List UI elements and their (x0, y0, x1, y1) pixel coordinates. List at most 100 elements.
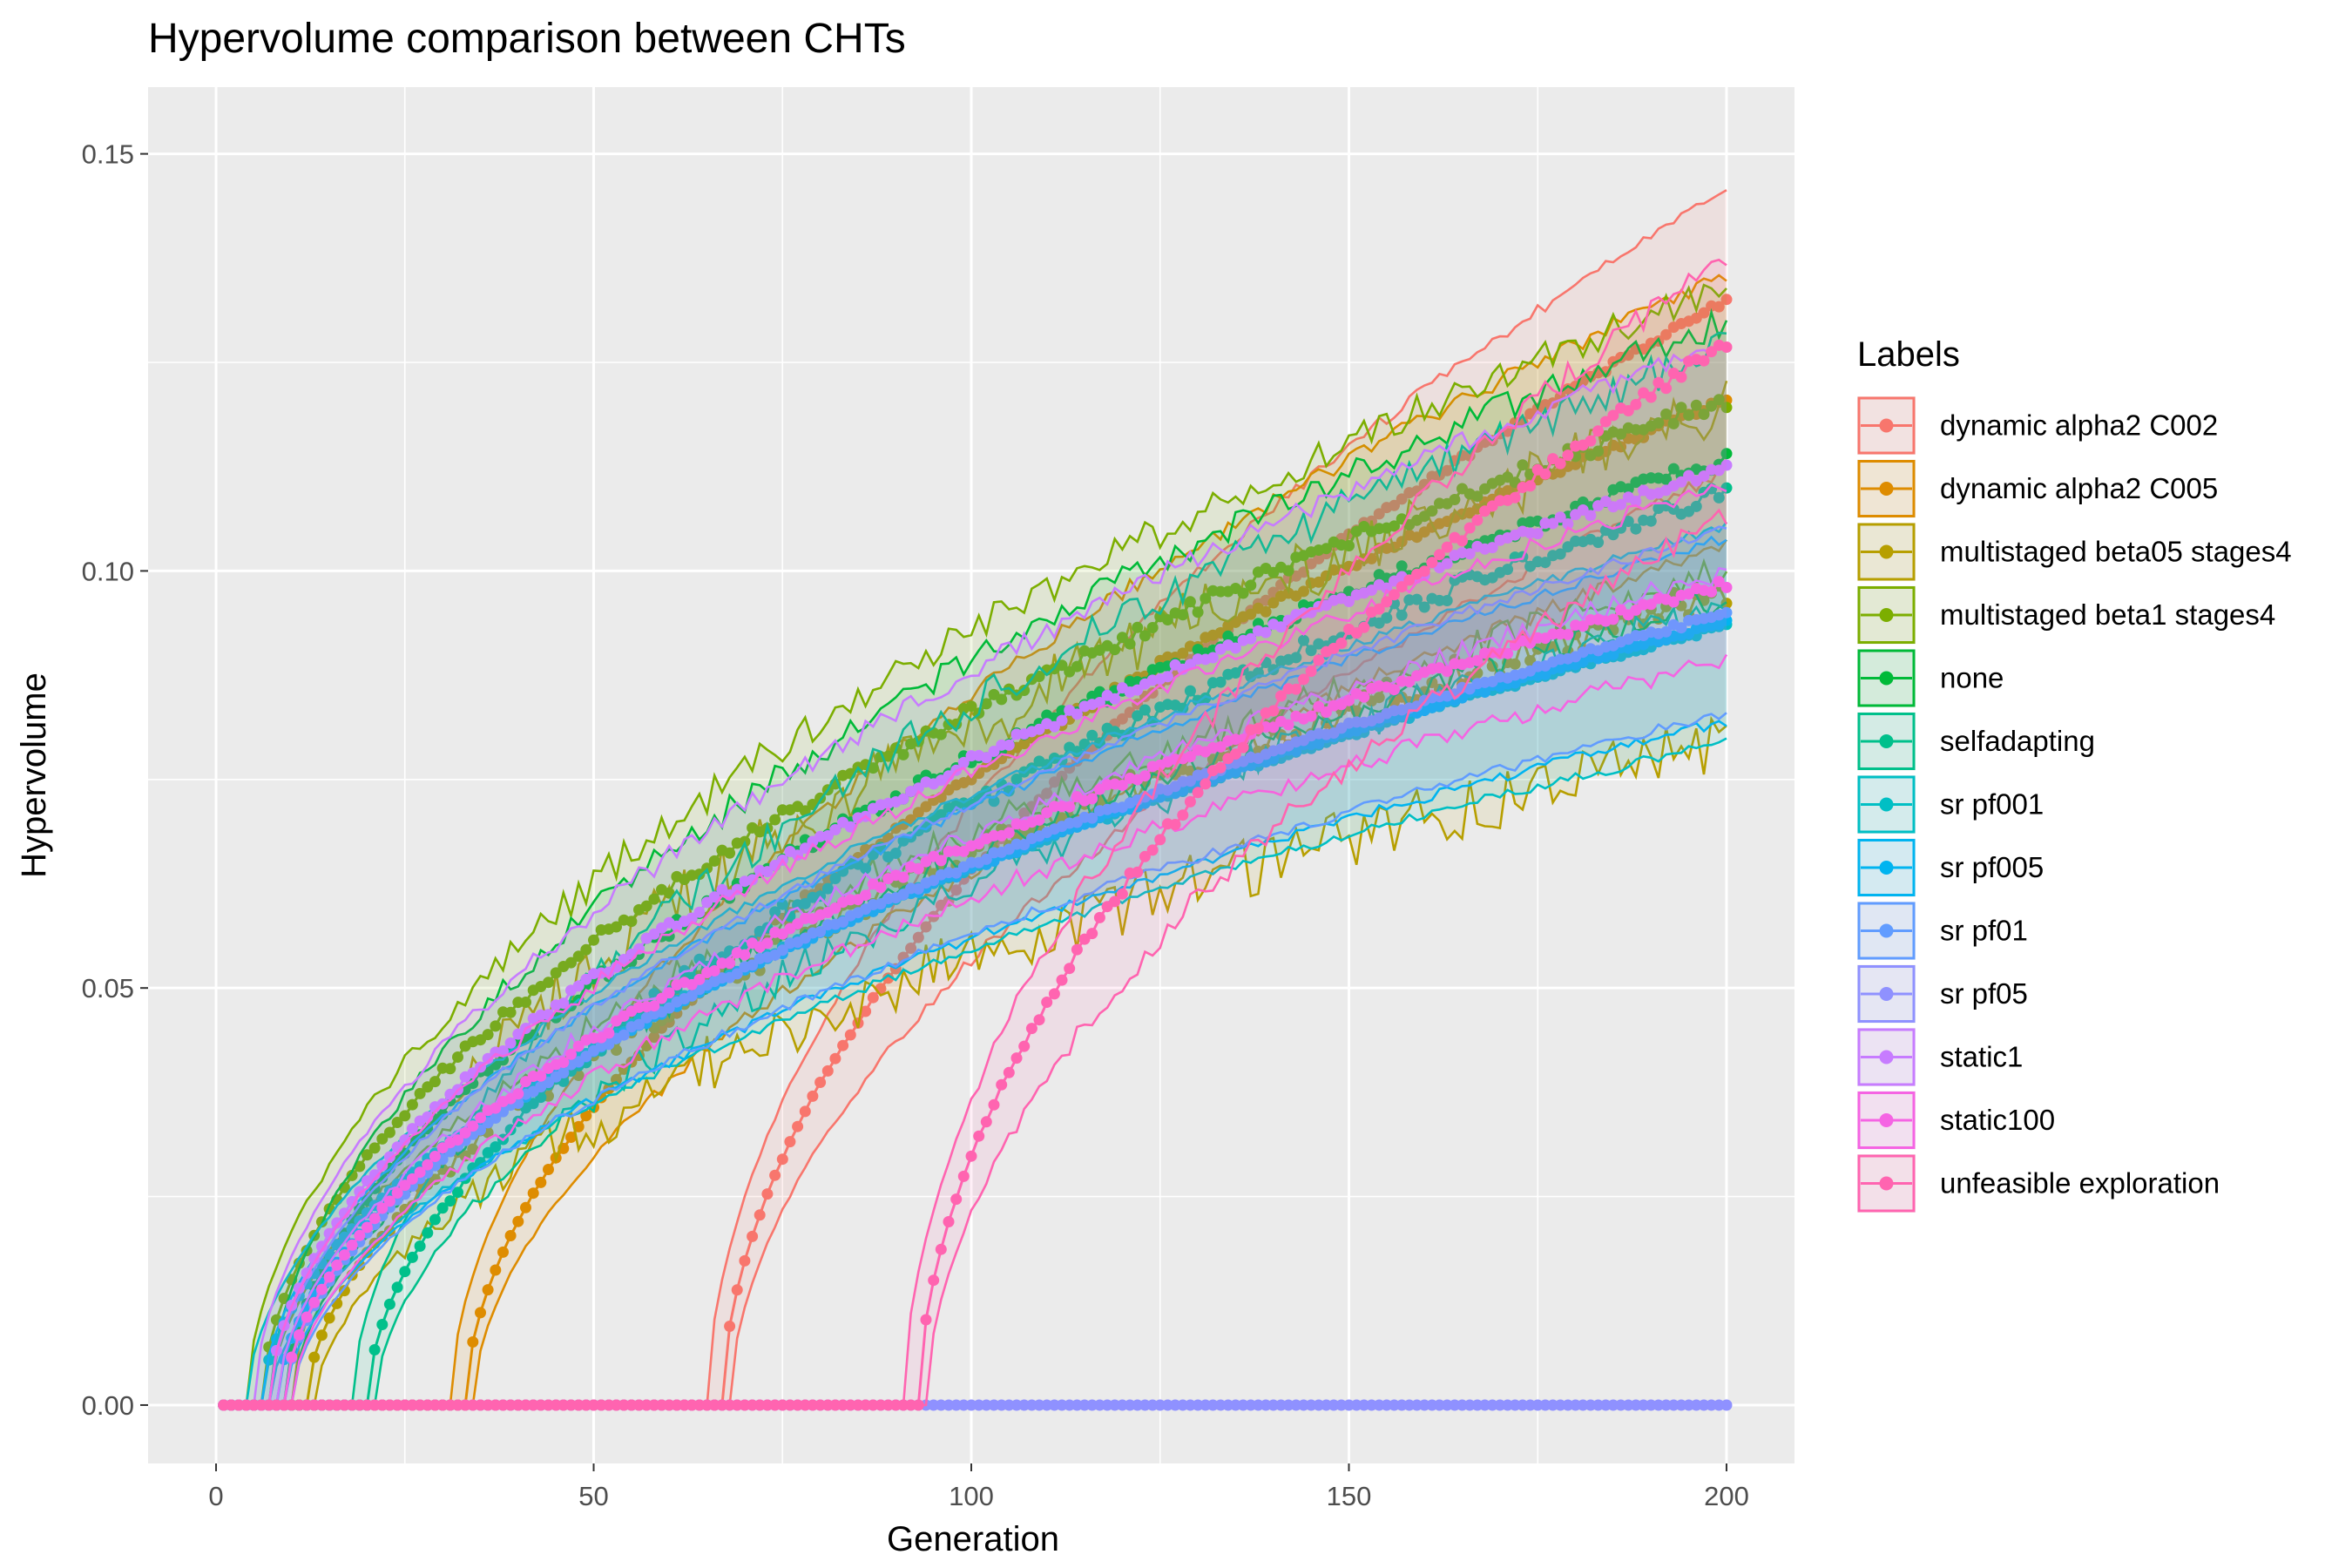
data-point (1690, 399, 1702, 411)
data-point (1706, 400, 1718, 412)
data-point (323, 1271, 335, 1283)
data-point (1200, 592, 1212, 605)
data-point (527, 1098, 539, 1110)
legend-item: sr pf005 (1857, 838, 2044, 897)
data-point (1132, 866, 1144, 878)
data-point (1630, 523, 1642, 535)
data-point (308, 1351, 321, 1363)
legend-title: Labels (1857, 335, 1960, 374)
legend-label: selfadapting (1940, 725, 2095, 757)
data-point (1698, 409, 1710, 421)
data-point (1441, 541, 1453, 553)
data-point (504, 1230, 517, 1241)
data-point (1041, 997, 1053, 1008)
data-point (1116, 888, 1128, 900)
data-point (490, 1141, 502, 1153)
data-point (1313, 576, 1325, 588)
data-point (391, 1117, 403, 1128)
data-point (1562, 628, 1574, 640)
data-point (1116, 632, 1128, 644)
data-point (1206, 652, 1219, 664)
data-point (1698, 307, 1710, 319)
data-point (724, 957, 736, 970)
data-point (1539, 557, 1551, 569)
data-point (520, 1201, 531, 1213)
data-point (875, 882, 887, 894)
series-3 (218, 283, 1733, 1411)
data-point (467, 1336, 479, 1348)
data-point (580, 943, 592, 956)
data-point (1539, 468, 1551, 480)
data-point (1177, 647, 1189, 659)
data-point (1713, 301, 1725, 313)
data-point (399, 1266, 411, 1278)
data-point (988, 1098, 1000, 1111)
data-point (1025, 1023, 1037, 1035)
data-point (315, 1329, 328, 1342)
data-point (1010, 774, 1023, 785)
data-point (436, 1202, 449, 1214)
data-point (1086, 793, 1098, 805)
data-point (889, 848, 902, 859)
data-point (1298, 585, 1309, 598)
data-point (543, 1164, 554, 1175)
data-point (1615, 522, 1627, 534)
data-point (928, 1274, 940, 1287)
legend-label: static1 (1940, 1041, 2023, 1073)
data-point (1720, 294, 1733, 306)
data-point (935, 808, 947, 821)
data-point (315, 1283, 328, 1295)
data-point (1267, 597, 1280, 609)
data-point (1713, 394, 1725, 406)
data-point (1607, 613, 1619, 625)
data-point (1282, 564, 1294, 577)
data-point (1290, 683, 1302, 695)
data-point (739, 1254, 751, 1267)
data-point (1599, 366, 1612, 378)
data-point (920, 801, 932, 813)
data-point (444, 1063, 456, 1075)
data-point (1667, 417, 1680, 429)
data-point (769, 906, 781, 918)
data-point (1071, 943, 1083, 956)
data-point (920, 821, 932, 833)
data-point (323, 1312, 335, 1324)
data-point (490, 1020, 502, 1032)
data-point (1471, 667, 1484, 679)
data-point (844, 1029, 856, 1041)
data-point (1675, 371, 1687, 383)
data-point (1184, 685, 1196, 697)
series-lower-line (223, 737, 1727, 1407)
data-point (1335, 637, 1348, 649)
data-point (1260, 605, 1272, 618)
data-point (920, 1314, 932, 1326)
data-point (1109, 693, 1121, 705)
data-point (1615, 428, 1627, 440)
data-point (882, 750, 895, 762)
data-point (1116, 713, 1128, 725)
data-point (1389, 520, 1400, 532)
legend-item: dynamic alpha2 C005 (1857, 459, 2218, 518)
data-point (1041, 787, 1053, 800)
data-point (1056, 974, 1068, 986)
data-point (527, 1187, 539, 1200)
data-point (1109, 644, 1121, 656)
data-point (1607, 529, 1619, 541)
data-point (1660, 382, 1673, 395)
data-point (361, 1149, 373, 1161)
data-point (1071, 660, 1083, 672)
data-point (935, 728, 947, 740)
data-point (792, 1120, 804, 1132)
data-point (829, 1052, 841, 1064)
data-point (535, 1176, 547, 1188)
data-point (973, 1130, 985, 1142)
data-point (286, 1351, 298, 1363)
legend-key-point (1879, 482, 1894, 496)
data-point (1064, 963, 1076, 975)
data-point (1161, 614, 1173, 625)
legend-label: sr pf005 (1940, 851, 2044, 883)
data-point (867, 991, 879, 1004)
y-tick-label: 0.05 (82, 973, 134, 1004)
data-point (860, 889, 872, 902)
data-point (422, 1227, 434, 1239)
